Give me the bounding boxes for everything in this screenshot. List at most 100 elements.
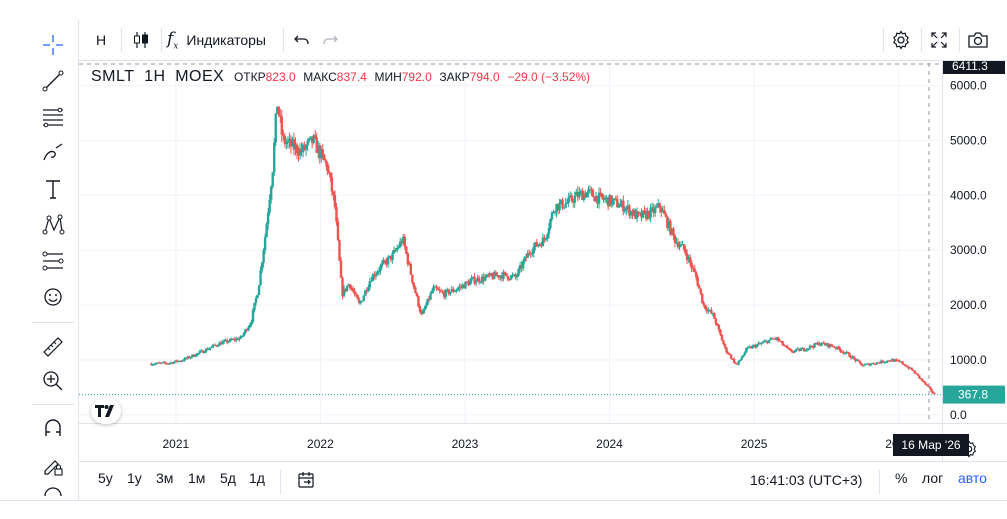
candle-body xyxy=(402,236,405,244)
candle-body xyxy=(288,138,291,142)
interval-button[interactable]: Н xyxy=(95,32,107,48)
lock-drawings-icon[interactable] xyxy=(38,450,68,480)
candle-body xyxy=(338,240,341,261)
percent-toggle[interactable]: % xyxy=(895,470,908,486)
candle-body xyxy=(474,281,478,284)
candle-body xyxy=(749,346,753,349)
candle-body xyxy=(377,270,381,273)
fib-lines-icon[interactable] xyxy=(38,102,68,132)
candle-body xyxy=(400,241,403,244)
y-tick-label: 5000.0 xyxy=(950,133,987,147)
eye-icon[interactable] xyxy=(38,482,68,512)
candle-body xyxy=(561,199,564,209)
candle-body xyxy=(875,362,879,365)
legend-symbol[interactable]: SMLT xyxy=(91,68,135,85)
candle-body xyxy=(180,360,183,362)
candle-body xyxy=(590,189,593,191)
candle-body xyxy=(842,351,845,354)
range-1d[interactable]: 1д xyxy=(249,470,265,486)
candle-body xyxy=(538,243,542,245)
emoji-icon[interactable] xyxy=(38,282,68,312)
candle-body xyxy=(531,253,534,255)
candle-body xyxy=(508,279,511,281)
candles-icon[interactable] xyxy=(127,26,155,54)
pattern-icon[interactable] xyxy=(38,210,68,240)
candle-body xyxy=(880,360,883,364)
candle-body xyxy=(848,353,851,357)
candle-body xyxy=(761,342,765,344)
candle-body xyxy=(473,276,476,284)
candle-body xyxy=(628,205,631,216)
candle-body xyxy=(781,341,784,345)
candle-body xyxy=(491,275,494,279)
candle-body xyxy=(204,348,208,353)
candle-body xyxy=(597,192,601,204)
candle-body xyxy=(734,362,737,364)
range-5d[interactable]: 5д xyxy=(220,470,236,486)
candle-body xyxy=(637,211,640,214)
candle-body xyxy=(310,136,314,143)
ruler-icon[interactable] xyxy=(38,332,68,362)
redo-icon[interactable] xyxy=(317,26,343,54)
candle-body xyxy=(655,206,658,208)
candle-body xyxy=(276,106,279,114)
candle-body xyxy=(886,360,889,362)
range-1y[interactable]: 1у xyxy=(127,470,142,486)
candle-body xyxy=(166,363,170,365)
candle-body xyxy=(392,249,396,253)
candle-body xyxy=(250,321,253,325)
range-5y[interactable]: 5у xyxy=(98,470,113,486)
trend-line-icon[interactable] xyxy=(38,66,68,96)
undo-icon[interactable] xyxy=(289,26,315,54)
candle-body xyxy=(775,337,778,339)
candle-body xyxy=(333,194,337,208)
legend-high-label: МАКС xyxy=(303,70,337,84)
indicators-button[interactable]: fx Индикаторы xyxy=(167,26,279,54)
candle-body xyxy=(528,252,531,254)
candle-body xyxy=(822,342,825,344)
candle-body xyxy=(898,360,901,362)
axis-settings-gear-icon[interactable] xyxy=(958,438,980,460)
text-tool-icon[interactable] xyxy=(38,174,68,204)
candle-body xyxy=(200,350,203,352)
price-chart[interactable]: 0.0 1000.0 2000.0 3000.0 4000.0 5000.0 6000.0 2… xyxy=(79,61,1007,461)
clock-timezone[interactable]: 16:41:03 (UTC+3) xyxy=(750,472,863,488)
candle-body xyxy=(509,275,513,280)
zoom-in-icon[interactable] xyxy=(38,366,68,396)
candle-body xyxy=(904,365,907,367)
candle-body xyxy=(356,294,359,300)
range-1m[interactable]: 1м xyxy=(188,470,206,486)
candle-body xyxy=(221,341,224,345)
candle-body xyxy=(813,343,816,348)
settings-gear-icon[interactable] xyxy=(887,26,915,54)
legend-low-label: МИН xyxy=(374,70,402,84)
candle-body xyxy=(738,359,742,362)
candle-body xyxy=(647,211,651,218)
candle-body xyxy=(459,286,463,288)
candle-body xyxy=(722,340,725,345)
candle-body xyxy=(282,134,285,137)
tradingview-logo-icon[interactable] xyxy=(91,398,121,424)
date-range-icon[interactable] xyxy=(296,470,316,495)
magnet-icon[interactable] xyxy=(38,414,68,444)
log-toggle[interactable]: лог xyxy=(922,470,944,486)
candle-body xyxy=(698,285,701,289)
candle-body xyxy=(896,360,900,362)
crosshair-icon[interactable] xyxy=(38,30,68,60)
auto-toggle[interactable]: авто xyxy=(958,470,987,486)
range-3m[interactable]: 3м xyxy=(156,470,174,486)
candle-body xyxy=(184,358,188,360)
axes: 0.0 1000.0 2000.0 3000.0 4000.0 5000.0 6000.0 2… xyxy=(79,61,1007,461)
candle-body xyxy=(156,362,159,364)
camera-icon[interactable] xyxy=(963,26,993,54)
brush-icon[interactable] xyxy=(38,138,68,168)
forecast-icon[interactable] xyxy=(38,246,68,276)
candle-body xyxy=(292,139,296,150)
candle-body xyxy=(153,364,156,366)
candle-body xyxy=(605,197,608,199)
candle-body xyxy=(497,275,501,278)
candle-body xyxy=(584,193,587,198)
candle-body xyxy=(455,290,458,292)
candle-body xyxy=(776,337,780,341)
fullscreen-icon[interactable] xyxy=(925,26,953,54)
